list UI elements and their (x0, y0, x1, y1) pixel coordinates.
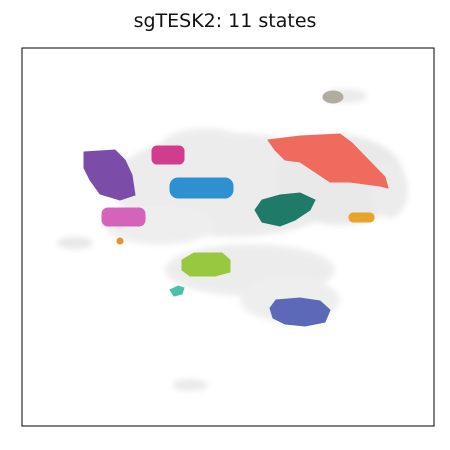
background-cell-cloud (172, 379, 208, 391)
background-cell-cloud (57, 237, 93, 249)
state-cluster (169, 177, 234, 199)
state-cluster (269, 297, 331, 327)
state-cluster (83, 149, 136, 201)
state-cluster (151, 145, 185, 165)
chart-title: sgTESK2: 11 states (133, 10, 317, 32)
state-cluster (116, 237, 124, 245)
state-cluster (254, 192, 316, 227)
state-cluster (169, 285, 185, 297)
state-cluster (101, 207, 146, 227)
plot-frame (21, 47, 435, 427)
state-cluster (348, 212, 375, 223)
state-cluster (267, 133, 389, 189)
state-cluster (322, 90, 344, 104)
state-cluster (181, 252, 231, 277)
background-cells (57, 89, 408, 391)
state-clusters (83, 90, 389, 327)
